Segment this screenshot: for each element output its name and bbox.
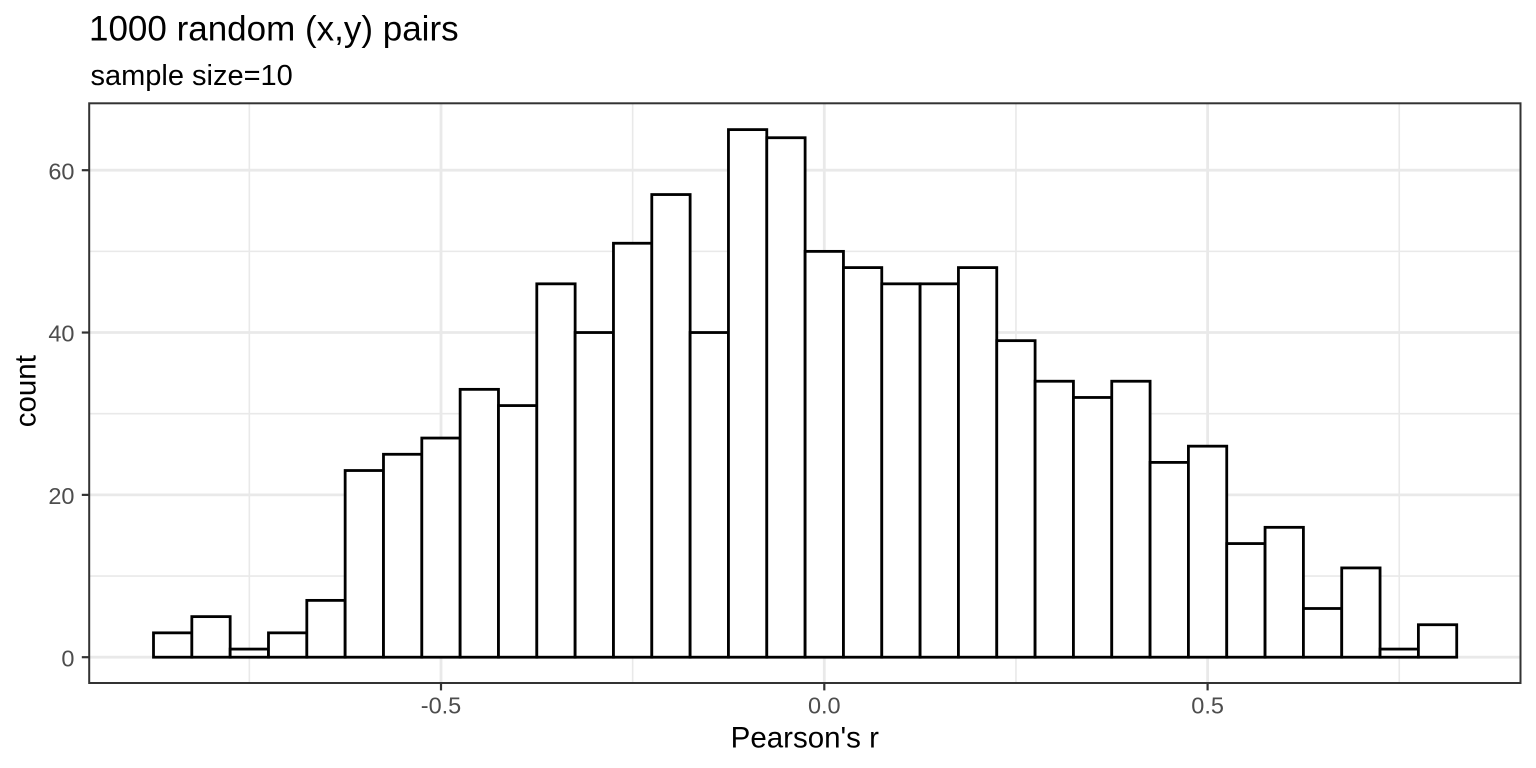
svg-text:0.5: 0.5	[1191, 693, 1224, 719]
svg-text:20: 20	[48, 483, 74, 509]
svg-text:60: 60	[48, 158, 74, 184]
svg-text:1000 random (x,y) pairs: 1000 random (x,y) pairs	[89, 10, 459, 49]
svg-text:40: 40	[48, 321, 74, 347]
svg-text:-0.5: -0.5	[421, 693, 462, 719]
svg-text:sample size=10: sample size=10	[91, 60, 293, 92]
svg-text:0.0: 0.0	[808, 693, 841, 719]
svg-text:0: 0	[61, 645, 74, 671]
svg-text:Pearson's r: Pearson's r	[731, 722, 879, 755]
svg-text:count: count	[10, 355, 43, 427]
